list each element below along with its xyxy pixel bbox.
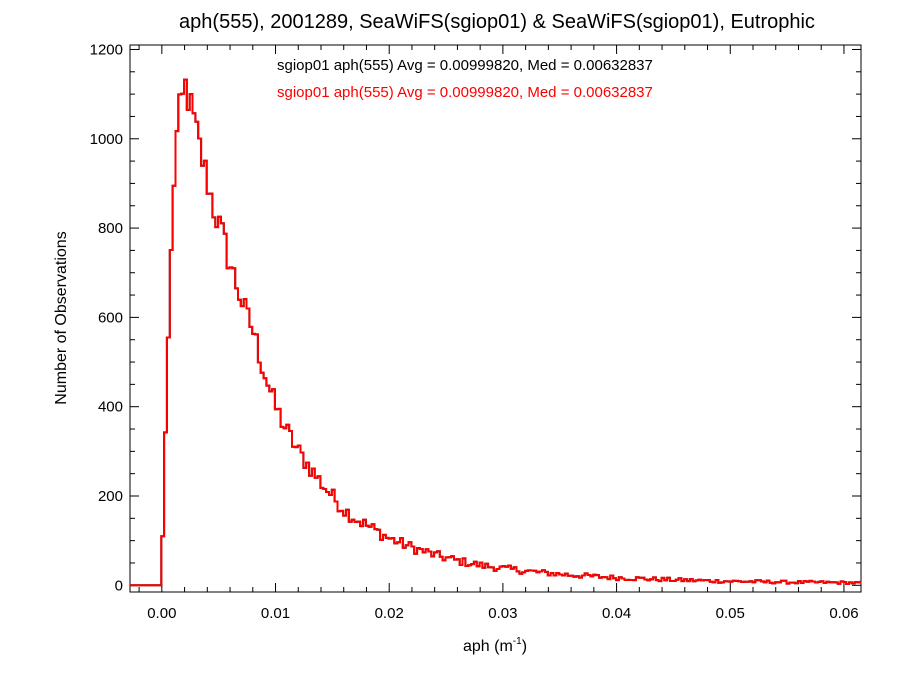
x-axis-label: aph (m-1) — [463, 636, 527, 655]
y-tick-label: 1200 — [90, 41, 123, 58]
y-axis-label: Number of Observations — [53, 231, 70, 404]
y-tick-label: 400 — [98, 399, 123, 416]
legend-entry-red: sgiop01 aph(555) Avg = 0.00999820, Med =… — [277, 84, 653, 101]
x-tick-label: 0.06 — [829, 605, 858, 622]
x-tick-label: 0.00 — [147, 605, 176, 622]
y-tick-label: 600 — [98, 309, 123, 326]
x-tick-label: 0.01 — [261, 605, 290, 622]
y-tick-label: 200 — [98, 488, 123, 505]
y-tick-label: 800 — [98, 220, 123, 237]
histogram-series-black — [130, 78, 862, 587]
x-axis-label-main: aph (m — [463, 638, 513, 655]
histogram-series-red — [130, 78, 862, 587]
x-tick-label: 0.03 — [488, 605, 517, 622]
axis-ticks — [130, 45, 861, 592]
x-tick-label: 0.04 — [602, 605, 631, 622]
axis-tick-labels: 0.00 0.01 0.02 0.03 0.04 0.05 0.06 0 200 400 600 80… — [90, 41, 859, 622]
y-tick-label: 1000 — [90, 131, 123, 148]
chart-title: aph(555), 2001289, SeaWiFS(sgiop01) & Se… — [179, 11, 815, 33]
legend-entry-black: sgiop01 aph(555) Avg = 0.00999820, Med =… — [277, 57, 653, 74]
y-tick-label: 0 — [115, 577, 123, 594]
x-axis-label-close: ) — [522, 638, 527, 655]
x-tick-label: 0.05 — [716, 605, 745, 622]
x-tick-label: 0.02 — [375, 605, 404, 622]
plot-frame — [129, 44, 862, 593]
x-axis-label-superscript: -1 — [513, 636, 522, 647]
